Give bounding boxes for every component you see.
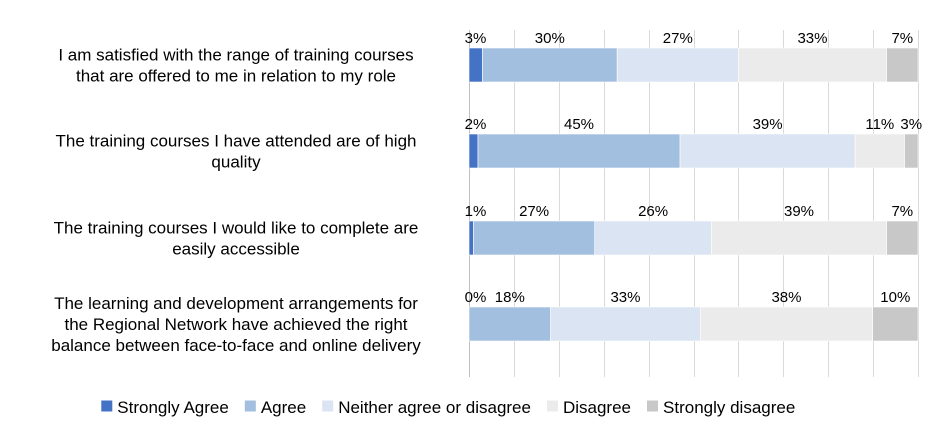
data-label-disagree-row-2: 11%	[865, 116, 894, 133]
bar-strongly-disagree-row-1	[886, 47, 919, 83]
data-label-strongly-disagree-row-3: 7%	[891, 203, 913, 220]
bar-neither-agree-or-disagree-row-3	[594, 220, 712, 256]
category-label-row-3: easily accessible	[172, 240, 300, 259]
data-label-agree-row-4: 18%	[495, 289, 525, 306]
bar-disagree-row-3	[711, 220, 887, 256]
bar-strongly-agree-row-3	[468, 220, 474, 256]
data-label-strongly-disagree-row-4: 10%	[880, 289, 910, 306]
bar-neither-agree-or-disagree-row-4	[550, 306, 701, 342]
bar-neither-agree-or-disagree-row-2	[679, 133, 856, 169]
data-label-strongly-agree-row-1: 3%	[465, 30, 487, 47]
bar-agree-row-2	[477, 133, 681, 169]
bar-strongly-agree-row-2	[468, 133, 479, 169]
legend-label: Neither agree or disagree	[338, 398, 531, 417]
category-label-row-4: the Regional Network have achieved the r…	[64, 315, 407, 334]
data-label-strongly-disagree-row-1: 7%	[891, 30, 913, 47]
bar-agree-row-3	[473, 220, 596, 256]
category-label-row-1: that are offered to me in relation to my…	[76, 67, 396, 86]
legend-item-strongly-disagree: Strongly disagree	[647, 398, 795, 417]
legend-label: Disagree	[563, 398, 631, 417]
bar-strongly-disagree-row-3	[886, 220, 919, 256]
bar-agree-row-4	[468, 306, 551, 342]
data-label-strongly-agree-row-4: 0%	[465, 289, 487, 306]
bar-strongly-disagree-row-2	[904, 133, 919, 169]
data-label-agree-row-3: 27%	[519, 203, 549, 220]
data-label-disagree-row-1: 33%	[797, 30, 827, 47]
data-label-agree-row-2: 45%	[564, 116, 594, 133]
category-labels: I am satisfied with the range of trainin…	[51, 46, 421, 356]
category-label-row-3: The training courses I would like to com…	[54, 219, 419, 238]
legend-label: Strongly disagree	[663, 398, 795, 417]
data-label-disagree-row-3: 39%	[784, 203, 814, 220]
data-labels: 3% 30% 27% 33% 7% 2% 45% 39% 11% 3% 1% 27% 26% 39% 7% 0…	[465, 30, 922, 306]
bar-strongly-disagree-row-4	[872, 306, 919, 342]
legend-swatch	[101, 400, 113, 412]
legend-item-agree: Agree	[244, 398, 306, 417]
legend-item-strongly-agree: Strongly Agree	[101, 398, 229, 417]
bar-disagree-row-2	[854, 133, 905, 169]
legend-swatch	[322, 400, 334, 412]
legend-label: Strongly Agree	[117, 398, 229, 417]
bar-disagree-row-4	[700, 306, 873, 342]
legend-label: Agree	[261, 398, 306, 417]
bars	[468, 47, 919, 342]
category-label-row-4: balance between face-to-face and online …	[51, 336, 421, 355]
category-label-row-4: The learning and development arrangement…	[54, 294, 418, 313]
data-label-agree-row-1: 30%	[535, 30, 565, 47]
bar-disagree-row-1	[738, 47, 887, 83]
legend-item-disagree: Disagree	[546, 398, 631, 417]
legend-item-neither-agree-or-disagree: Neither agree or disagree	[322, 398, 531, 417]
category-label-row-2: quality	[211, 153, 261, 172]
data-label-neither-agree-or-disagree-row-3: 26%	[638, 203, 668, 220]
legend-swatch	[647, 400, 659, 412]
legend-swatch	[244, 400, 256, 412]
bar-strongly-agree-row-1	[468, 47, 483, 83]
data-label-strongly-disagree-row-2: 3%	[900, 116, 922, 133]
data-label-neither-agree-or-disagree-row-4: 33%	[610, 289, 640, 306]
bar-agree-row-1	[482, 47, 618, 83]
bar-neither-agree-or-disagree-row-1	[616, 47, 739, 83]
category-label-row-1: I am satisfied with the range of trainin…	[58, 46, 413, 65]
data-label-neither-agree-or-disagree-row-1: 27%	[663, 30, 693, 47]
data-label-strongly-agree-row-2: 2%	[465, 116, 487, 133]
data-label-disagree-row-4: 38%	[771, 289, 801, 306]
legend: Strongly Agree Agree Neither agree or disa…	[101, 398, 795, 417]
legend-swatch	[546, 400, 558, 412]
data-label-neither-agree-or-disagree-row-2: 39%	[753, 116, 783, 133]
category-label-row-2: The training courses I have attended are…	[55, 132, 416, 151]
data-label-strongly-agree-row-3: 1%	[465, 203, 487, 220]
